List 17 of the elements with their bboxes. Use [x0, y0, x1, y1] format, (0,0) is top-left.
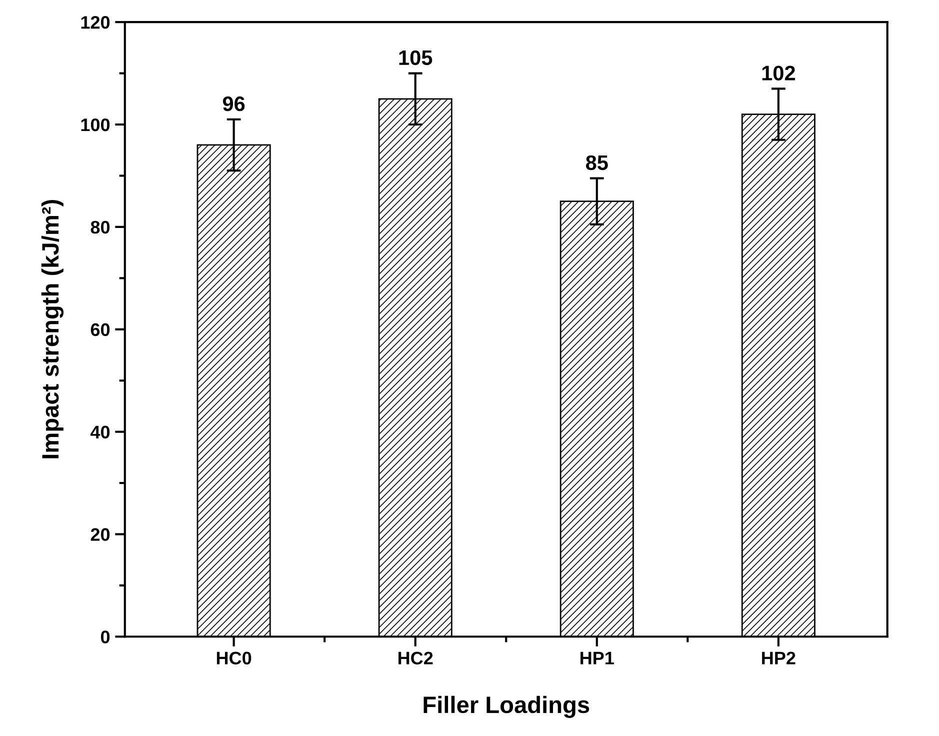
y-tick-label: 60	[90, 323, 110, 336]
data-label: 96	[222, 96, 245, 112]
data-label: 102	[762, 66, 795, 80]
y-tick-label: 40	[90, 426, 110, 439]
x-tick-label: HC2	[398, 652, 433, 664]
y-tick-label: 0	[100, 630, 110, 644]
data-label: 85	[586, 155, 608, 170]
data-label: 105	[399, 50, 432, 66]
x-tick-label: HP2	[762, 652, 796, 664]
y-tick-label: 100	[81, 118, 110, 132]
y-axis-title: Impact strength (kJ/m²)	[41, 200, 64, 458]
y-tick-label: 80	[90, 220, 110, 234]
y-tick-label: 20	[90, 528, 110, 541]
y-tick-label: 120	[81, 16, 110, 29]
x-tick-label: HP1	[580, 652, 614, 664]
x-axis-title: Filler Loadings	[424, 696, 590, 718]
x-tick-label: HC0	[216, 652, 252, 664]
